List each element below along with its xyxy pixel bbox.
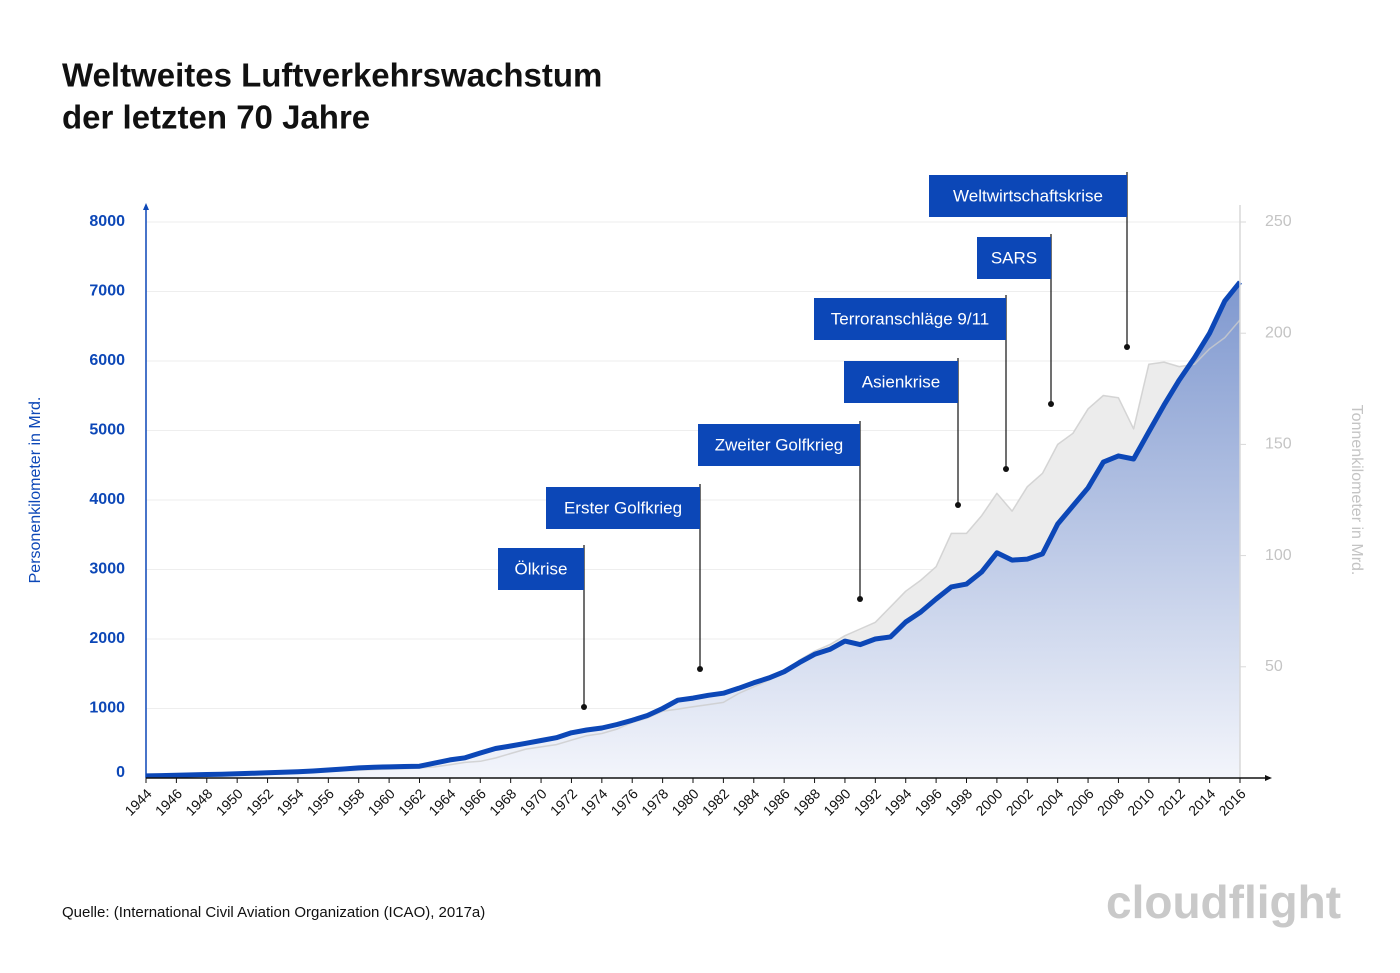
y2-tick-label: 50 bbox=[1265, 658, 1283, 675]
x-tick-label: 1992 bbox=[851, 785, 884, 818]
y-tick-label: 7000 bbox=[89, 283, 125, 300]
annotation-box bbox=[929, 175, 1127, 217]
annotation-label: Terroranschläge 9/11 bbox=[831, 309, 989, 328]
annotation-box bbox=[698, 424, 860, 466]
y-tick-label: 1000 bbox=[89, 700, 125, 717]
source-note: Quelle: (International Civil Aviation Or… bbox=[62, 904, 485, 921]
x-tick-label: 1964 bbox=[425, 785, 458, 818]
y-tick-label: 5000 bbox=[89, 422, 125, 439]
annotation-dot bbox=[697, 666, 703, 672]
annotation-label: Ölkrise bbox=[515, 559, 568, 578]
area bbox=[146, 282, 1240, 778]
x-tick-label: 1998 bbox=[942, 785, 975, 818]
annotation-box bbox=[977, 237, 1051, 279]
annotation-label: Weltwirtschaftskrise bbox=[953, 186, 1103, 205]
annotation-label: SARS bbox=[991, 248, 1037, 267]
annotation-label: Zweiter Golfkrieg bbox=[715, 435, 843, 454]
logo: cloudflight bbox=[1106, 876, 1341, 928]
y2-tick-label: 200 bbox=[1265, 324, 1292, 341]
x-tick-label: 1994 bbox=[881, 785, 914, 818]
x-tick-label: 1984 bbox=[729, 785, 762, 818]
x-tick-label: 2012 bbox=[1155, 785, 1188, 818]
y-tick-label: 0 bbox=[116, 764, 125, 781]
y2-tick-label: 100 bbox=[1265, 547, 1292, 564]
annotation-dot bbox=[857, 596, 863, 602]
chart-title: der letzten 70 Jahre bbox=[62, 99, 370, 136]
y-axis-arrow bbox=[143, 203, 149, 210]
y-axis-title: Personenkilometer in Mrd. bbox=[27, 397, 44, 584]
y-tick-label: 2000 bbox=[89, 630, 125, 647]
annotation-box bbox=[546, 487, 700, 529]
x-axis-arrow bbox=[1265, 775, 1272, 781]
annotation-dot bbox=[1048, 401, 1054, 407]
annotation-dot bbox=[955, 502, 961, 508]
annotation-box bbox=[498, 548, 584, 590]
x-tick-label: 1944 bbox=[121, 785, 154, 818]
x-tick-label: 1968 bbox=[486, 785, 519, 818]
x-tick-label: 2008 bbox=[1094, 785, 1127, 818]
x-tick-label: 1970 bbox=[516, 785, 549, 818]
x-tick-label: 2000 bbox=[972, 785, 1005, 818]
x-tick-label: 1950 bbox=[213, 785, 246, 818]
x-tick-label: 1988 bbox=[790, 785, 823, 818]
x-tick-label: 1976 bbox=[608, 785, 641, 818]
x-tick-label: 1962 bbox=[395, 785, 428, 818]
x-tick-label: 1982 bbox=[699, 785, 732, 818]
y2-axis-title: Tonnenkilometer in Mrd. bbox=[1348, 405, 1365, 576]
y-tick-label: 3000 bbox=[89, 561, 125, 578]
x-tick-label: 1980 bbox=[668, 785, 701, 818]
x-tick-label: 1986 bbox=[760, 785, 793, 818]
x-tick-label: 1952 bbox=[243, 785, 276, 818]
x-tick-label: 1954 bbox=[273, 785, 306, 818]
x-tick-label: 1956 bbox=[304, 785, 337, 818]
x-tick-label: 1974 bbox=[577, 785, 610, 818]
x-tick-label: 2006 bbox=[1063, 785, 1096, 818]
x-tick-label: 1948 bbox=[182, 785, 215, 818]
x-tick-label: 1972 bbox=[547, 785, 580, 818]
x-tick-label: 1978 bbox=[638, 785, 671, 818]
y2-tick-label: 150 bbox=[1265, 436, 1292, 453]
y-tick-label: 6000 bbox=[89, 352, 125, 369]
line bbox=[145, 280, 1242, 779]
x-tick-label: 2016 bbox=[1215, 785, 1248, 818]
x-tick-label: 2010 bbox=[1124, 785, 1157, 818]
annotation-dot bbox=[1124, 344, 1130, 350]
chart-title: Weltweites Luftverkehrswachstum bbox=[62, 57, 602, 94]
y-tick-label: 4000 bbox=[89, 491, 125, 508]
x-tick-label: 1996 bbox=[912, 785, 945, 818]
annotation-dot bbox=[1003, 466, 1009, 472]
x-tick-label: 1958 bbox=[334, 785, 367, 818]
x-tick-label: 1946 bbox=[152, 785, 185, 818]
annotation-dot bbox=[581, 704, 587, 710]
y2-tick-label: 250 bbox=[1265, 213, 1292, 230]
annotation-label: Erster Golfkrieg bbox=[564, 498, 682, 517]
x-tick-label: 1990 bbox=[820, 785, 853, 818]
x-tick-label: 1960 bbox=[365, 785, 398, 818]
y-tick-label: 8000 bbox=[89, 213, 125, 230]
annotation-box bbox=[844, 361, 958, 403]
x-tick-label: 2002 bbox=[1003, 785, 1036, 818]
x-tick-label: 2004 bbox=[1033, 785, 1066, 818]
x-tick-label: 1966 bbox=[456, 785, 489, 818]
annotation-box bbox=[814, 298, 1006, 340]
annotation-label: Asienkrise bbox=[862, 372, 940, 391]
x-tick-label: 2014 bbox=[1185, 785, 1218, 818]
